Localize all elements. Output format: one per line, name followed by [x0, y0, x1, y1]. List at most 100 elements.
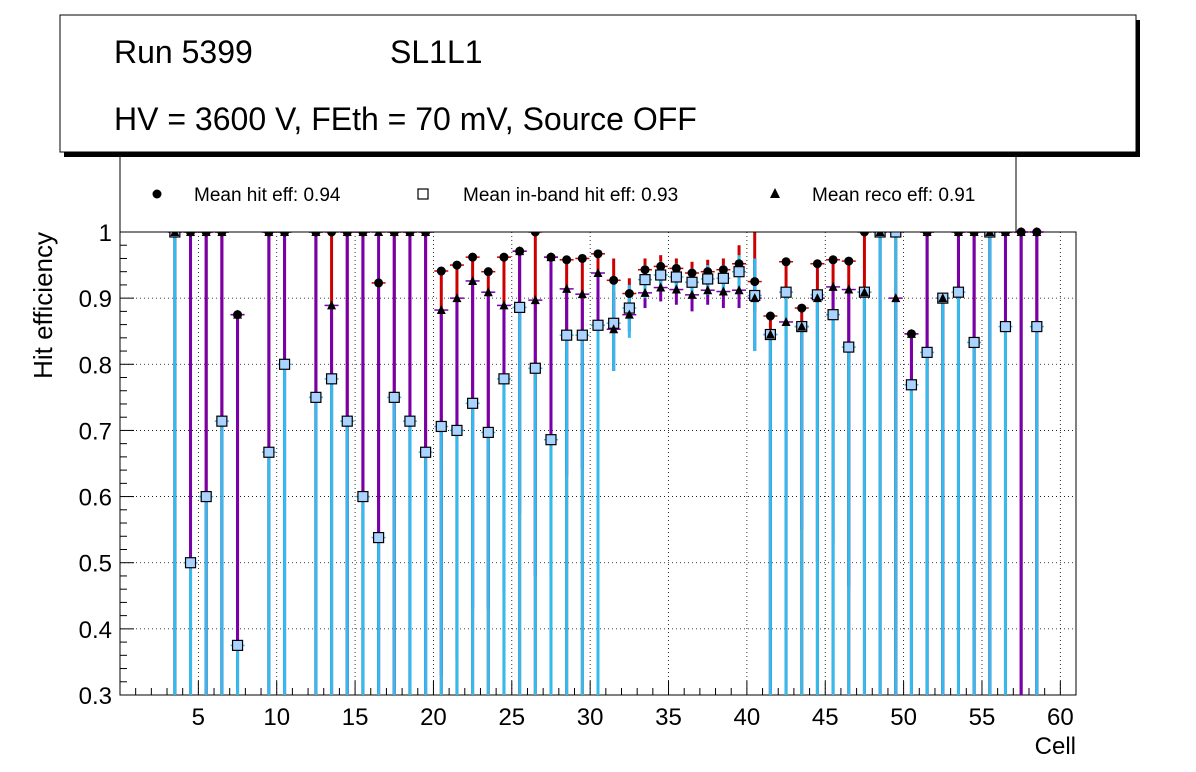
legend-entry-inband: Mean in-band hit eff: 0.93: [417, 185, 678, 206]
reco-marker: [499, 300, 509, 310]
hit-marker: [640, 265, 650, 275]
reco-marker: [624, 309, 634, 319]
hit-marker: [828, 255, 838, 265]
inband-marker: [733, 266, 745, 278]
reco-marker: [906, 328, 916, 338]
reco-marker: [781, 316, 791, 326]
inband-marker: [372, 531, 385, 544]
inband-marker: [357, 490, 369, 503]
x-tick-label: 50: [890, 704, 917, 731]
reco-marker: [734, 285, 744, 295]
reco-marker: [640, 287, 650, 297]
hit-marker: [844, 256, 854, 266]
inband-marker: [263, 446, 275, 458]
inband-marker: [184, 557, 197, 569]
reco-marker: [546, 252, 556, 262]
reco-marker: [530, 295, 540, 305]
x-tick-label: 25: [498, 704, 525, 731]
inband-marker: [514, 301, 526, 314]
hit-marker: [374, 278, 384, 288]
x-tick-label: 5: [192, 704, 205, 731]
legend-label-hit: Mean hit eff: 0.94: [194, 185, 341, 206]
y-tick-label: 0.6: [79, 485, 112, 512]
y-tick-label: 0.9: [79, 286, 112, 313]
hit-marker: [687, 268, 697, 278]
legend-entry-reco: Mean reco eff: 0.91: [770, 185, 975, 206]
inband-marker: [529, 362, 541, 374]
hit-marker: [812, 259, 822, 269]
reco-marker: [765, 329, 775, 339]
reco-marker: [452, 293, 462, 303]
hit-marker: [499, 252, 509, 262]
inband-marker: [325, 373, 338, 385]
reco-marker: [718, 286, 728, 296]
reco-marker: [750, 293, 760, 303]
reco-marker: [562, 283, 572, 293]
reco-marker: [828, 281, 838, 291]
inband-marker: [843, 341, 855, 353]
hit-marker: [671, 263, 681, 273]
reco-marker: [812, 293, 822, 303]
hit-marker: [734, 259, 744, 269]
reco-marker: [609, 324, 619, 334]
hit-marker: [609, 275, 619, 285]
x-axis-title: Cell: [1035, 733, 1076, 760]
legend-entry-hit: Mean hit eff: 0.94: [152, 185, 341, 206]
hit-marker: [562, 255, 572, 265]
inband-marker: [404, 415, 416, 427]
hit-marker: [452, 260, 462, 270]
inband-marker: [231, 639, 244, 651]
reco-marker: [233, 309, 243, 319]
reco-marker: [703, 285, 713, 295]
inband-marker: [670, 271, 682, 283]
x-tick-label: 10: [263, 704, 290, 731]
legend-box: [119, 154, 1017, 233]
reco-marker: [1016, 227, 1026, 236]
inband-marker: [561, 329, 573, 341]
reco-marker: [844, 284, 854, 294]
hit-marker: [797, 303, 807, 313]
reco-marker: [656, 282, 666, 292]
reco-marker: [327, 300, 337, 310]
legend-triangle-marker: [770, 188, 780, 198]
inband-marker: [592, 319, 604, 331]
inband-marker: [655, 269, 667, 281]
hit-marker: [468, 252, 478, 262]
hit-marker: [656, 261, 666, 271]
data-markers: [169, 226, 1043, 651]
reco-marker: [1032, 227, 1042, 236]
reco-marker: [797, 321, 807, 331]
legend-circle-marker: [152, 189, 162, 199]
inband-marker: [545, 434, 557, 446]
inband-marker: [702, 273, 714, 285]
hit-marker: [593, 249, 603, 259]
x-tick-label: 40: [734, 704, 761, 731]
inband-marker: [827, 309, 839, 321]
hit-marker: [781, 257, 791, 267]
title-conditions: HV = 3600 V, FEth = 70 mV, Source OFF: [114, 101, 697, 137]
title-box: [59, 14, 1137, 153]
inband-marker: [420, 446, 432, 458]
x-tick-label: 45: [812, 704, 839, 731]
reco-marker: [938, 293, 948, 303]
reco-marker: [483, 287, 493, 297]
reco-marker: [468, 275, 478, 285]
inband-marker: [639, 274, 651, 286]
x-tick-label: 30: [577, 704, 604, 731]
y-tick-label: 0.8: [79, 352, 112, 379]
inband-marker: [216, 415, 228, 427]
inband-marker: [1031, 320, 1043, 333]
legend-square-marker: [417, 188, 429, 200]
inband-marker: [968, 336, 980, 349]
reco-marker: [577, 289, 587, 299]
inband-marker: [482, 426, 494, 439]
inband-marker: [278, 358, 291, 370]
axes: 5 10 15 20 25 30 35 40 45 50 55 60 0.3 0.4 0.5 0.6 0.7 0.…: [79, 220, 1074, 731]
y-tick-label: 1: [99, 220, 112, 247]
x-tick-label: 35: [655, 704, 682, 731]
hit-marker: [436, 266, 446, 276]
inband-marker: [388, 391, 400, 403]
x-tick-label: 15: [342, 704, 369, 731]
hit-marker: [718, 265, 728, 275]
y-tick-label: 0.5: [79, 551, 112, 578]
